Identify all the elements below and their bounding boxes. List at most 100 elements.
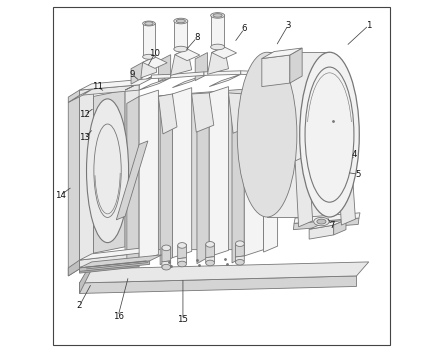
Polygon shape xyxy=(262,55,290,87)
Text: 11: 11 xyxy=(92,82,102,91)
Polygon shape xyxy=(174,21,187,49)
Polygon shape xyxy=(262,48,302,58)
Polygon shape xyxy=(192,93,214,132)
Polygon shape xyxy=(172,88,192,258)
Text: 5: 5 xyxy=(355,170,361,179)
Text: 15: 15 xyxy=(178,315,188,324)
Text: 2: 2 xyxy=(77,301,82,310)
Polygon shape xyxy=(79,88,93,269)
Polygon shape xyxy=(125,77,152,90)
Polygon shape xyxy=(68,95,79,276)
Polygon shape xyxy=(139,78,171,90)
Polygon shape xyxy=(162,247,171,262)
Text: 4: 4 xyxy=(352,150,358,159)
Polygon shape xyxy=(207,47,229,74)
Polygon shape xyxy=(204,71,241,75)
Polygon shape xyxy=(212,47,237,58)
Polygon shape xyxy=(211,15,224,47)
Polygon shape xyxy=(294,213,360,223)
Text: 8: 8 xyxy=(194,33,200,42)
Ellipse shape xyxy=(236,241,244,246)
Polygon shape xyxy=(79,253,139,269)
Polygon shape xyxy=(68,90,79,102)
Text: 10: 10 xyxy=(149,49,160,58)
Polygon shape xyxy=(159,55,171,82)
Polygon shape xyxy=(206,257,214,263)
Polygon shape xyxy=(159,94,177,134)
Ellipse shape xyxy=(237,52,297,217)
Polygon shape xyxy=(79,262,369,283)
Polygon shape xyxy=(175,49,200,61)
Polygon shape xyxy=(79,261,139,271)
Polygon shape xyxy=(127,96,139,268)
Ellipse shape xyxy=(178,243,187,248)
Polygon shape xyxy=(264,93,278,252)
Polygon shape xyxy=(152,74,171,78)
Ellipse shape xyxy=(317,219,326,224)
Polygon shape xyxy=(79,262,92,294)
Polygon shape xyxy=(93,90,125,253)
Polygon shape xyxy=(206,243,214,258)
Ellipse shape xyxy=(162,245,171,251)
Ellipse shape xyxy=(236,259,244,265)
Ellipse shape xyxy=(145,22,153,25)
Polygon shape xyxy=(264,81,290,93)
Ellipse shape xyxy=(143,21,155,26)
Polygon shape xyxy=(241,71,276,75)
Ellipse shape xyxy=(178,261,187,267)
Polygon shape xyxy=(172,75,204,88)
Polygon shape xyxy=(79,261,150,271)
Text: 1: 1 xyxy=(366,21,372,30)
Polygon shape xyxy=(209,74,241,87)
Polygon shape xyxy=(131,62,143,84)
Polygon shape xyxy=(236,256,244,262)
Polygon shape xyxy=(117,141,148,220)
Polygon shape xyxy=(236,243,244,257)
Polygon shape xyxy=(229,93,249,133)
Polygon shape xyxy=(293,218,359,230)
Text: 7: 7 xyxy=(329,221,335,230)
Ellipse shape xyxy=(174,46,188,52)
Ellipse shape xyxy=(299,52,359,217)
Polygon shape xyxy=(338,157,355,225)
Text: 9: 9 xyxy=(129,70,135,79)
Ellipse shape xyxy=(162,264,171,270)
Polygon shape xyxy=(232,94,244,263)
Text: 13: 13 xyxy=(79,133,90,142)
Polygon shape xyxy=(309,220,346,229)
Polygon shape xyxy=(79,276,357,294)
Text: 14: 14 xyxy=(55,191,66,200)
Polygon shape xyxy=(141,57,157,78)
Polygon shape xyxy=(295,155,313,227)
Text: 12: 12 xyxy=(79,110,90,119)
Polygon shape xyxy=(68,260,79,276)
Ellipse shape xyxy=(206,260,214,266)
Ellipse shape xyxy=(143,54,155,59)
Ellipse shape xyxy=(174,18,188,24)
Polygon shape xyxy=(79,264,139,273)
Polygon shape xyxy=(125,83,139,262)
Polygon shape xyxy=(79,78,152,90)
Polygon shape xyxy=(309,225,334,239)
Polygon shape xyxy=(244,75,276,88)
Ellipse shape xyxy=(206,241,214,247)
Ellipse shape xyxy=(210,44,225,50)
Polygon shape xyxy=(178,258,187,264)
Text: 16: 16 xyxy=(113,312,124,321)
Polygon shape xyxy=(79,85,139,95)
Polygon shape xyxy=(79,255,162,268)
Polygon shape xyxy=(160,94,172,265)
Polygon shape xyxy=(171,72,204,78)
Polygon shape xyxy=(171,49,192,75)
Polygon shape xyxy=(162,261,171,267)
Ellipse shape xyxy=(86,99,128,243)
Ellipse shape xyxy=(210,13,225,18)
Polygon shape xyxy=(143,24,155,57)
Polygon shape xyxy=(68,88,93,102)
Ellipse shape xyxy=(176,19,185,23)
Polygon shape xyxy=(267,52,330,217)
Polygon shape xyxy=(334,220,346,235)
Ellipse shape xyxy=(213,14,222,17)
Text: 3: 3 xyxy=(285,21,291,30)
Polygon shape xyxy=(143,57,167,68)
